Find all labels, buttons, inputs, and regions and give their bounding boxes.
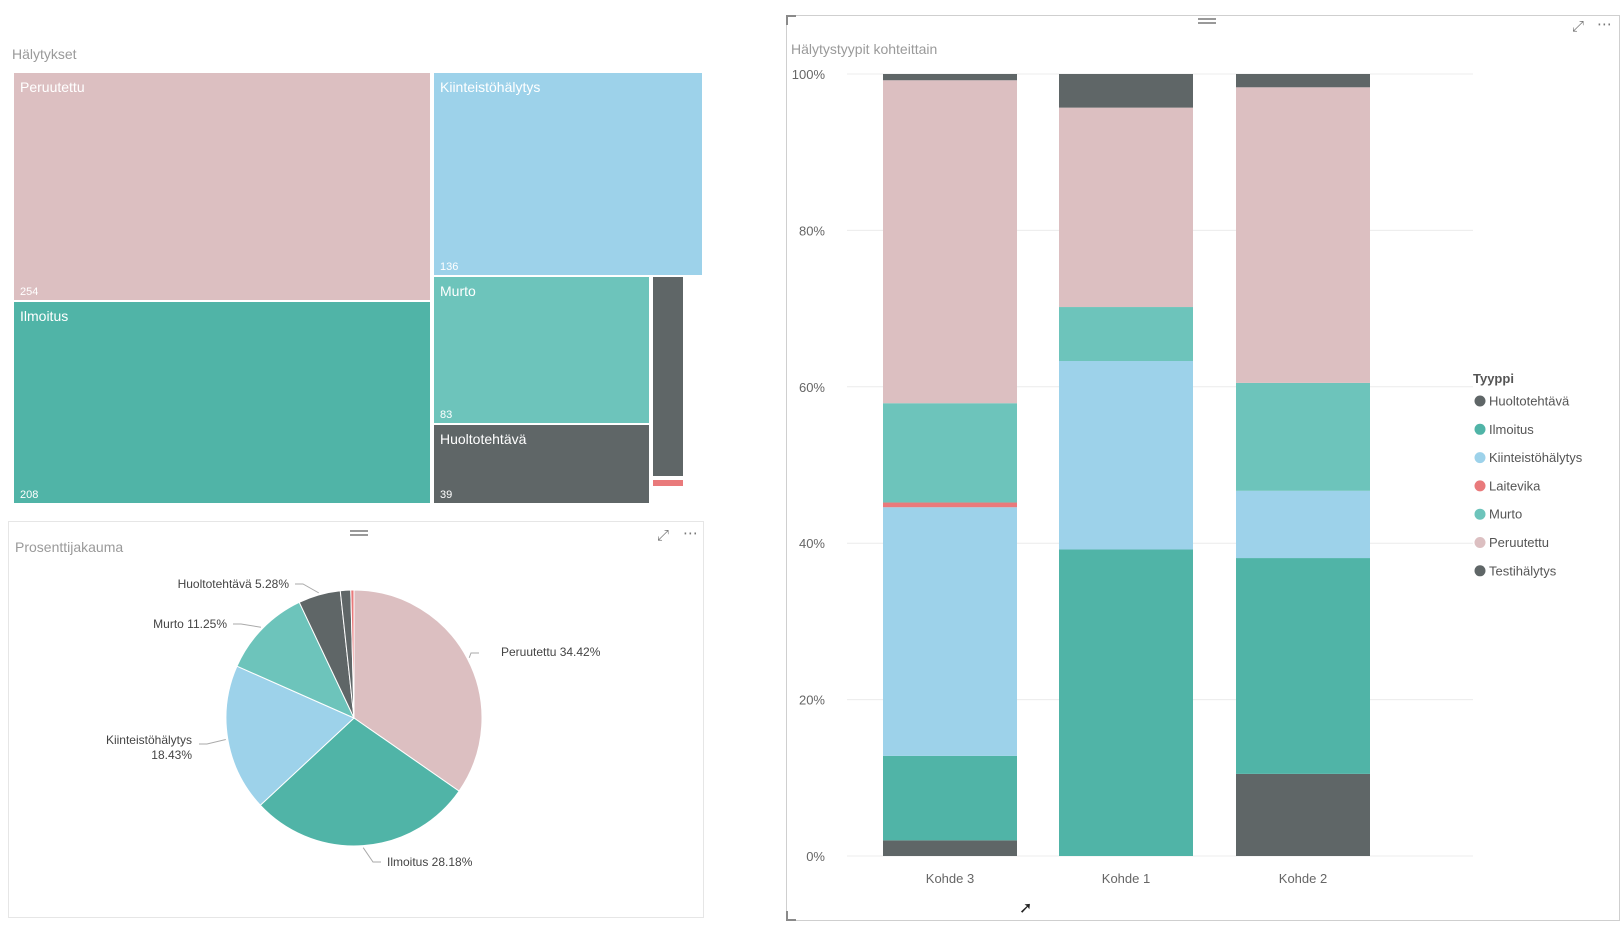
pie-chart: Peruutettu 34.42% Ilmoitus 28.18% Kiinteis… (106, 577, 601, 869)
pie-leader-line (468, 652, 479, 658)
bar-segment-peruutettu[interactable] (883, 80, 1017, 404)
legend-item-peruutettu[interactable]: Peruutettu (1489, 535, 1549, 550)
bar-segment-laitevika[interactable] (883, 502, 1017, 508)
treemap-tile-value: 136 (440, 261, 459, 273)
pie-leader-line (295, 583, 319, 594)
x-tick-label: Kohde 1 (1102, 871, 1150, 886)
stacked-bar-chart: 0% 20% 40% 60% 80% 100% Kohde 3 Kohde 1 Kohde 2 T… (792, 67, 1583, 886)
pie-label-ilmoitus: Ilmoitus 28.18% (387, 855, 473, 869)
pie-title: Prosenttijakauma (15, 539, 124, 555)
legend-item-ilmoitus[interactable]: Ilmoitus (1489, 422, 1534, 437)
resize-corner-top-left[interactable] (786, 15, 796, 25)
bar-segment-ilmoitus[interactable] (1236, 558, 1370, 774)
treemap-title: Hälytykset (12, 46, 77, 62)
treemap-tile-kiinteistöhälytys[interactable]: Kiinteistöhälytys 136 (432, 71, 704, 277)
pie-slice-murto[interactable] (236, 601, 356, 720)
legend-swatch[interactable] (1474, 508, 1486, 520)
legend-item-murto[interactable]: Murto (1489, 507, 1522, 522)
pie-slice-kiinteistöhälytys[interactable] (225, 665, 355, 806)
pie-leader-line (233, 623, 262, 628)
pie-label-peruutettu: Peruutettu 34.42% (501, 645, 601, 659)
y-tick-label: 100% (792, 67, 826, 82)
cursor-pointer-icon: ➚ (1019, 900, 1033, 917)
treemap-tile-murto[interactable]: Murto 83 (432, 275, 651, 425)
focus-mode-icon[interactable]: ⤢ (1572, 18, 1585, 35)
treemap-panel: Hälytykset Peruutettu 254 Kiinteistöhälyty… (0, 0, 720, 510)
bar-segment-kiinteistöhälytys[interactable] (1236, 490, 1370, 559)
pie-label-huoltotehtävä: Huoltotehtävä 5.28% (178, 577, 290, 591)
pie-slice-laitevika[interactable] (350, 589, 355, 719)
y-tick-label: 20% (799, 693, 825, 708)
bar-segment-kiinteistöhälytys[interactable] (1059, 360, 1193, 550)
bar-segment-murto[interactable] (1059, 307, 1193, 361)
legend-swatch[interactable] (1474, 480, 1486, 492)
pie-leader-line (199, 739, 226, 745)
bar-segment-peruutettu[interactable] (1236, 87, 1370, 383)
legend-swatch[interactable] (1474, 565, 1486, 577)
legend-title: Tyyppi (1473, 371, 1514, 386)
y-tick-label: 40% (799, 536, 825, 551)
treemap: Peruutettu 254 Kiinteistöhälytys 136 Ilmoitu… (12, 71, 704, 505)
treemap-tile-value: 39 (440, 489, 453, 501)
legend-item-testihälytys[interactable]: Testihälytys (1489, 563, 1557, 578)
legend-item-kiinteistöhälytys[interactable]: Kiinteistöhälytys (1489, 450, 1583, 465)
bar-segment-huoltotehtävä[interactable] (1236, 773, 1370, 856)
treemap-tile-value: 254 (20, 286, 39, 298)
bar-title: Hälytystyypit kohteittain (791, 41, 938, 57)
treemap-tile-peruutettu[interactable]: Peruutettu 254 (12, 71, 432, 302)
bar-panel: ⤢ ⋯ Hälytystyypit kohteittain 0% 20% 40% 60… (786, 15, 1620, 921)
treemap-tile-ilmoitus[interactable]: Ilmoitus 208 (12, 300, 432, 505)
y-tick-label: 60% (799, 380, 825, 395)
legend-item-huoltotehtävä[interactable]: Huoltotehtävä (1489, 394, 1570, 409)
treemap-tile-value: 208 (20, 489, 39, 501)
bar-segment-ilmoitus[interactable] (1059, 549, 1193, 856)
treemap-tile-label: Kiinteistöhälytys (440, 79, 541, 95)
bar-segment-huoltotehtävä[interactable] (1236, 74, 1370, 88)
bar-segment-murto[interactable] (1236, 382, 1370, 491)
drag-handle[interactable] (350, 530, 368, 536)
bar-segment-huoltotehtävä[interactable] (1059, 74, 1193, 108)
treemap-tile-label: Huoltotehtävä (440, 431, 527, 447)
legend-swatch[interactable] (1474, 452, 1486, 464)
bar-segment-peruutettu[interactable] (1059, 107, 1193, 308)
treemap-tile-label: Peruutettu (20, 79, 85, 95)
treemap-tile-label: Ilmoitus (20, 308, 69, 324)
pie-leader-line (362, 847, 381, 863)
legend-swatch[interactable] (1474, 537, 1486, 548)
bar-segment-murto[interactable] (883, 403, 1017, 503)
focus-mode-icon[interactable]: ⤢ (657, 527, 670, 544)
treemap-tile-huoltotehtävä[interactable]: Huoltotehtävä 39 (432, 423, 651, 505)
legend-swatch[interactable] (1474, 395, 1486, 407)
bar-segment-huoltotehtävä[interactable] (883, 74, 1017, 81)
resize-corner-bottom-left[interactable] (786, 911, 796, 921)
treemap-tile-laitevika[interactable] (651, 478, 685, 488)
legend-item-laitevika[interactable]: Laitevika (1489, 478, 1541, 493)
more-options-icon[interactable]: ⋯ (1597, 16, 1612, 33)
legend-swatch[interactable] (1474, 423, 1486, 435)
treemap-tile-value: 83 (440, 409, 453, 421)
bar-segment-testihälytys[interactable] (883, 840, 1017, 856)
x-tick-label: Kohde 2 (1279, 871, 1327, 886)
x-tick-label: Kohde 3 (926, 871, 974, 886)
bar-segment-ilmoitus[interactable] (883, 755, 1017, 841)
more-options-icon[interactable]: ⋯ (683, 525, 699, 542)
y-tick-label: 80% (799, 223, 825, 238)
y-tick-label: 0% (806, 849, 825, 864)
treemap-tile-label: Murto (440, 283, 476, 299)
pie-panel: ⤢ ⋯ Prosenttijakauma Peruutettu 34.42% Il… (8, 521, 704, 918)
pie-label-kiinteistöhälytys: Kiinteistöhälytys (106, 733, 192, 747)
pie-label-murto: Murto 11.25% (153, 617, 227, 631)
treemap-tile-testihälytys[interactable] (651, 275, 685, 478)
bar-segment-kiinteistöhälytys[interactable] (883, 507, 1017, 756)
drag-handle[interactable] (1198, 18, 1216, 24)
pie-label-kiinteistöhälytys-percent: 18.43% (151, 748, 192, 762)
pie-slice-ilmoitus[interactable] (259, 717, 460, 847)
pie-slice-peruutettu[interactable] (353, 589, 483, 792)
